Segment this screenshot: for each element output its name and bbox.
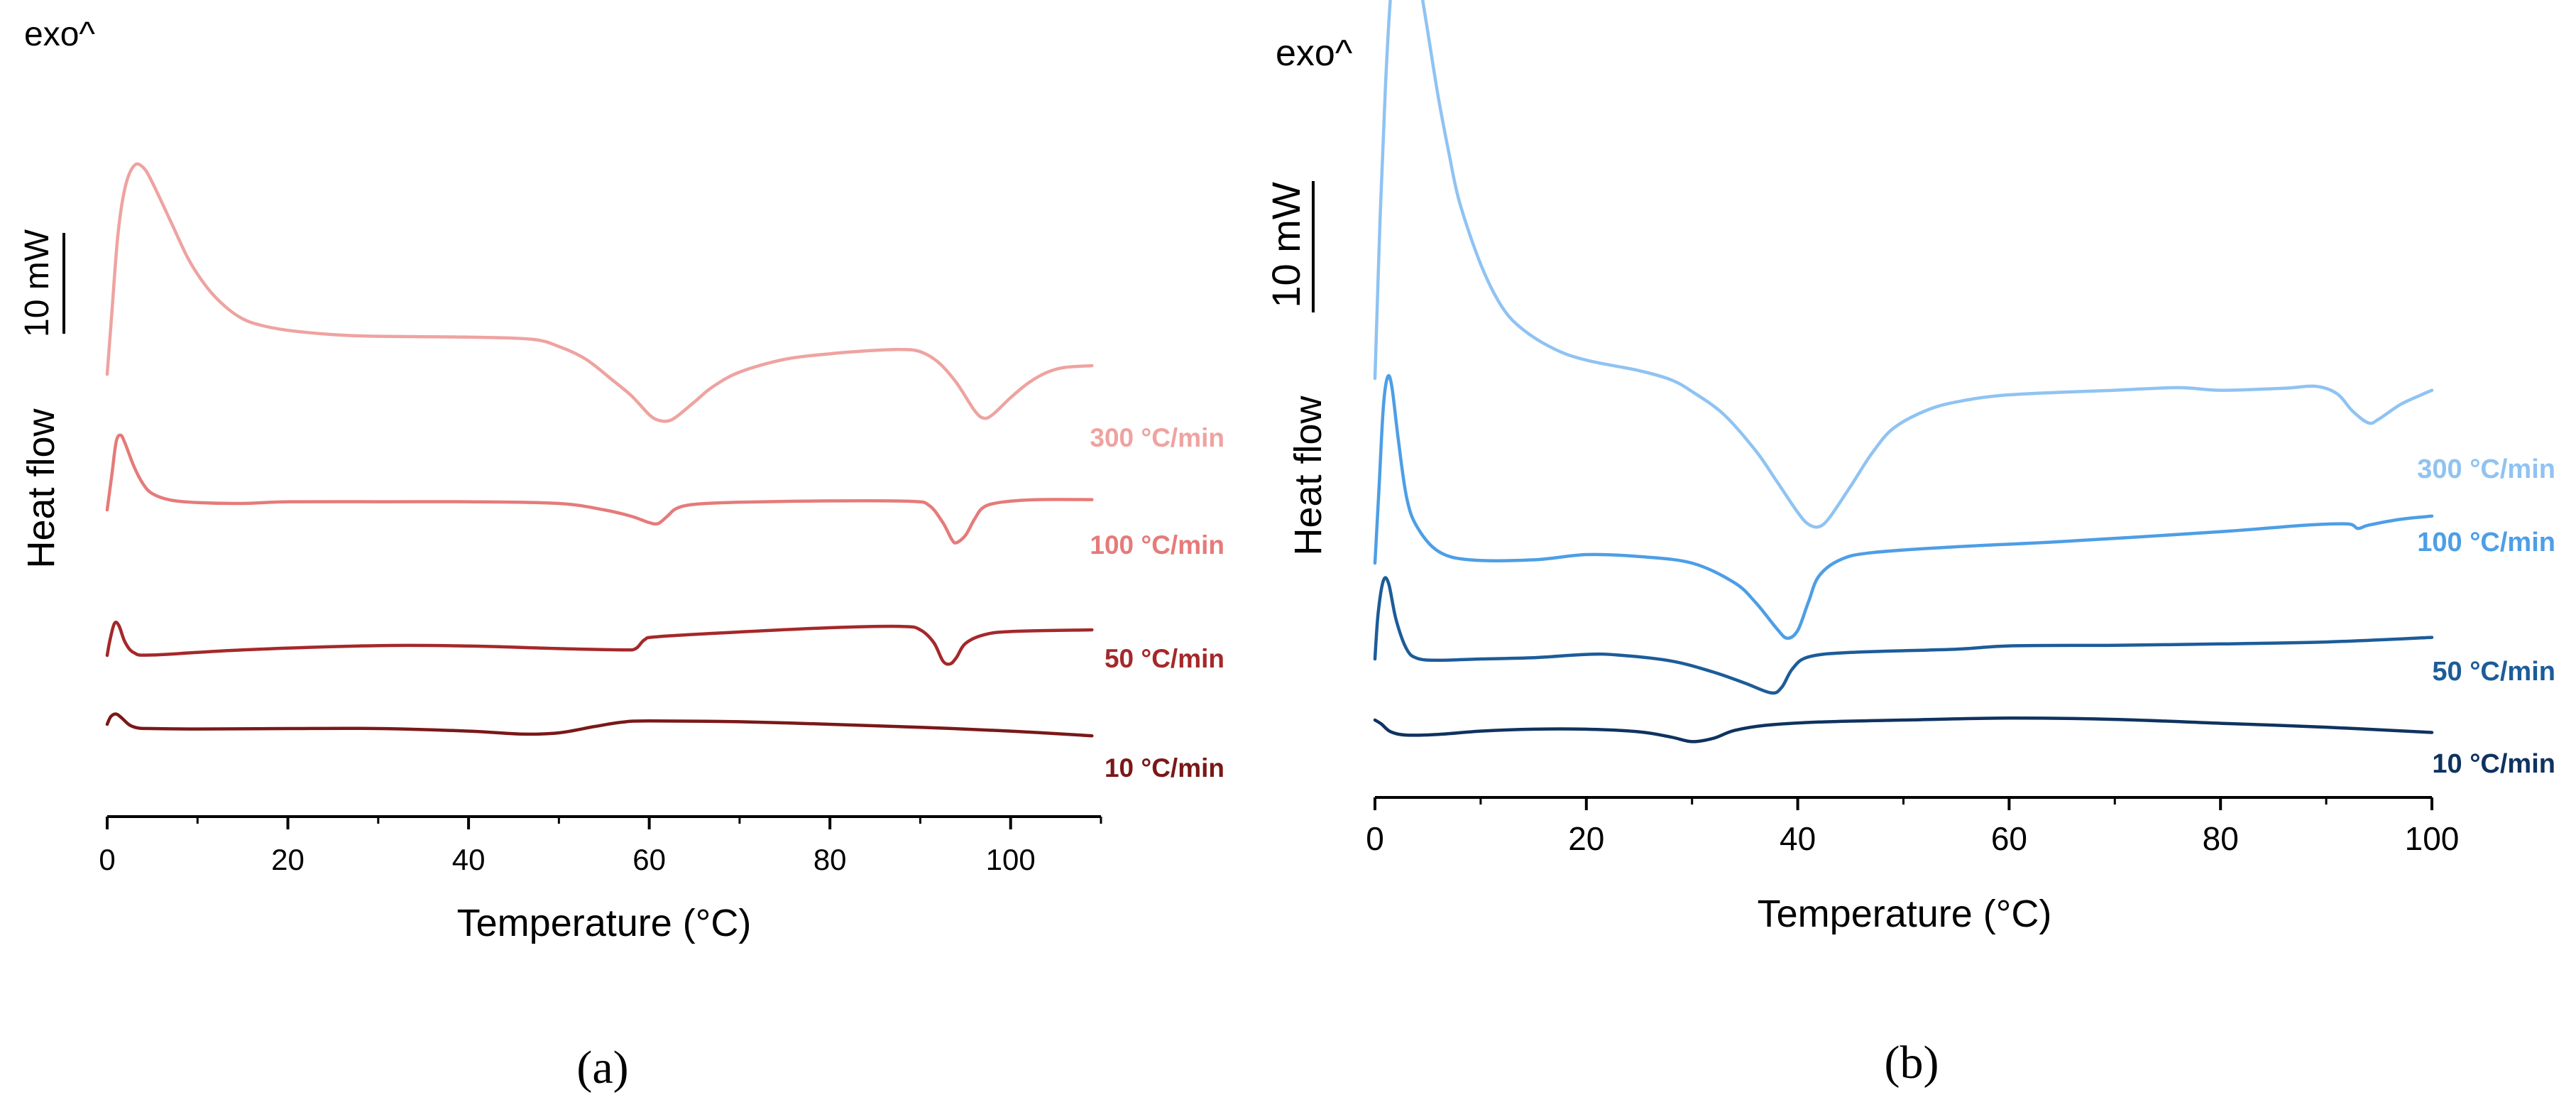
curve-10-c-per-min [1373,716,2434,743]
series-label-300: 300 °C/min [1090,423,1224,452]
x-axis-ticks: 0 20 40 60 80 100 [99,817,1102,876]
x-axis-title: Temperature (°C) [457,902,752,944]
series-label-10: 10 °C/min [2432,749,2555,779]
chart-panel-b: exo^ 10 mW Heat flow 0 20 40 60 80 100 300 °C… [1264,0,2555,1089]
y-axis-label: Heat flow [1287,395,1330,555]
x-axis-ticks: 0 20 40 60 80 100 [1366,797,2459,857]
x-tick-label: 60 [632,843,666,876]
x-tick-label: 100 [2405,820,2460,857]
scale-bar-label: 10 mW [18,229,56,337]
curve-50-c-per-min [105,621,1094,666]
x-tick-label: 100 [986,843,1036,876]
curves-a [105,162,1094,738]
x-tick-label: 80 [813,843,847,876]
exo-label: exo^ [1276,33,1353,74]
curves-b [1373,0,2434,743]
caption-b: (b) [1885,1037,1939,1089]
scale-bar-label: 10 mW [1264,182,1308,307]
series-label-300: 300 °C/min [2417,454,2555,484]
curve-300-c-per-min [105,162,1094,423]
curve-10-c-per-min [105,712,1094,738]
curve-50-c-per-min [1373,576,2434,695]
x-tick-label: 20 [1568,820,1604,857]
x-tick-label: 20 [271,843,305,876]
chart-panel-a: exo^ 10 mW Heat flow 0 20 40 60 80 100 300 °C… [18,16,1224,1094]
x-tick-label: 0 [99,843,115,876]
curve-100-c-per-min [1373,374,2434,641]
x-tick-label: 40 [452,843,486,876]
curve-100-c-per-min [105,433,1094,545]
x-axis-title: Temperature (°C) [1758,893,2052,935]
x-tick-label: 60 [1991,820,2027,857]
series-label-10: 10 °C/min [1105,753,1224,783]
exo-label: exo^ [24,16,95,53]
caption-a: (a) [576,1042,628,1094]
curve-300-c-per-min [1373,0,2434,529]
y-axis-label: Heat flow [20,408,62,568]
series-label-50: 50 °C/min [2432,657,2555,687]
series-label-100: 100 °C/min [2417,528,2555,557]
series-label-50: 50 °C/min [1105,644,1224,673]
x-tick-label: 0 [1366,820,1384,857]
x-tick-label: 80 [2203,820,2239,857]
x-tick-label: 40 [1780,820,1816,857]
series-label-100: 100 °C/min [1090,530,1224,560]
